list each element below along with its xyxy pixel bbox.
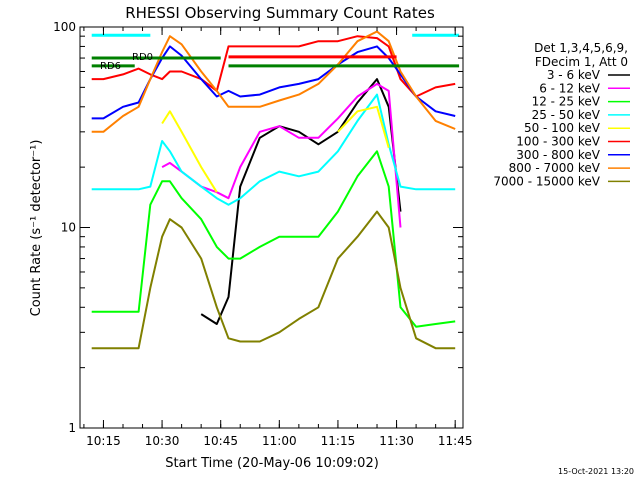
x-tick-label: 10:15 xyxy=(86,434,121,448)
footer-timestamp: 15-Oct-2021 13:20 xyxy=(558,467,634,476)
legend-header-1: Det 1,3,4,5,6,9, xyxy=(534,41,628,55)
series-line-0 xyxy=(200,78,402,325)
x-tick-label: 11:15 xyxy=(321,434,356,448)
y-axis-label: Count Rate (s⁻¹ detector⁻¹) xyxy=(29,140,44,317)
legend-label: 50 - 100 keV xyxy=(524,121,601,135)
legend-label: 12 - 25 keV xyxy=(532,95,601,109)
legend-label: 800 - 7000 keV xyxy=(509,161,601,175)
x-tick-label: 10:30 xyxy=(145,434,180,448)
series-layer xyxy=(91,30,456,350)
x-tick-label: 11:00 xyxy=(262,434,297,448)
legend-label: 300 - 800 keV xyxy=(516,148,600,162)
x-axis-ticks: 10:15 10:30 10:45 11:00 11:15 11:30 11:45 xyxy=(83,27,473,448)
reference-lines xyxy=(91,33,460,68)
series-line-8 xyxy=(91,210,456,350)
y-tick-label: 100 xyxy=(53,20,76,34)
plot-background xyxy=(80,27,463,428)
x-tick-label: 11:45 xyxy=(438,434,473,448)
y-tick-label: 10 xyxy=(61,221,76,235)
series-line-3 xyxy=(91,93,456,206)
legend-label: 25 - 50 keV xyxy=(532,108,601,122)
y-tick-label: 1 xyxy=(68,421,76,435)
legend-label: 7000 - 15000 keV xyxy=(493,174,600,188)
x-axis-label: Start Time (20-May-06 10:09:02) xyxy=(165,456,379,471)
legend-label: 6 - 12 keV xyxy=(539,81,601,95)
chart-title: RHESSI Observing Summary Count Rates xyxy=(125,4,435,22)
series-line-5 xyxy=(91,35,456,98)
annotation-rd0: RD0 xyxy=(132,52,153,63)
y-axis-ticks: 1 10 100 xyxy=(53,20,463,435)
legend: Det 1,3,4,5,6,9, FDecim 1, Att 0 3 - 6 k… xyxy=(493,41,630,188)
series-line-4 xyxy=(161,105,390,193)
x-tick-label: 10:45 xyxy=(203,434,238,448)
legend-label: 100 - 300 keV xyxy=(516,135,600,149)
series-line-2 xyxy=(91,150,456,328)
series-line-7 xyxy=(91,30,456,133)
legend-label: 3 - 6 keV xyxy=(547,68,601,82)
annotation-rd6: RD6 xyxy=(100,61,121,72)
x-tick-label: 11:30 xyxy=(379,434,414,448)
legend-header-2: FDecim 1, Att 0 xyxy=(535,55,628,69)
